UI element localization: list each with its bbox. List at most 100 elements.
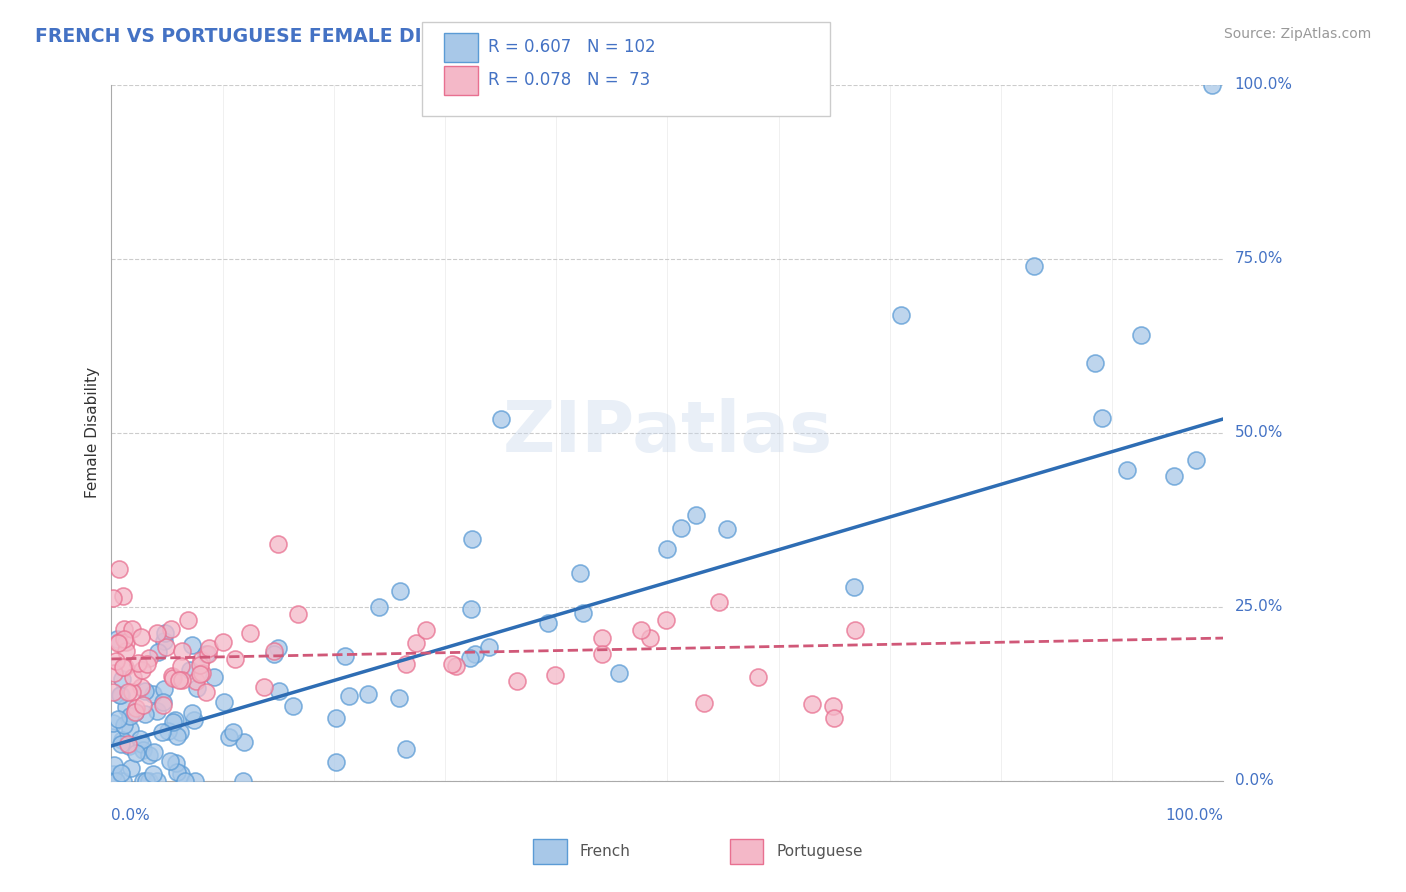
Point bbox=[132, 773, 155, 788]
Point bbox=[707, 595, 730, 609]
Point bbox=[153, 625, 176, 640]
Point bbox=[655, 613, 678, 627]
Point bbox=[103, 665, 125, 680]
Point bbox=[101, 730, 124, 744]
Point bbox=[177, 613, 200, 627]
Point bbox=[194, 685, 217, 699]
Point bbox=[233, 735, 256, 749]
Point bbox=[108, 689, 131, 703]
Point bbox=[127, 656, 149, 670]
Point bbox=[325, 755, 347, 769]
Text: ZIPatlas: ZIPatlas bbox=[502, 399, 832, 467]
Point bbox=[823, 699, 845, 714]
Point bbox=[114, 659, 136, 673]
Point bbox=[155, 640, 177, 654]
Point bbox=[440, 657, 463, 671]
Point bbox=[162, 669, 184, 683]
Point bbox=[121, 685, 143, 699]
Point bbox=[281, 698, 304, 713]
Point bbox=[167, 673, 190, 688]
Point bbox=[1163, 468, 1185, 483]
Text: French: French bbox=[579, 845, 630, 859]
Point bbox=[105, 632, 128, 646]
Point bbox=[117, 684, 139, 698]
Point bbox=[184, 674, 207, 689]
Point bbox=[387, 691, 409, 706]
Point bbox=[844, 580, 866, 594]
Point bbox=[146, 773, 169, 788]
Point bbox=[115, 635, 138, 649]
Point bbox=[591, 647, 613, 661]
Point bbox=[263, 644, 285, 658]
Point bbox=[135, 657, 157, 672]
Point bbox=[395, 742, 418, 756]
Point bbox=[105, 773, 128, 788]
Point bbox=[489, 412, 512, 426]
Point bbox=[110, 733, 132, 747]
Point bbox=[173, 773, 195, 788]
Point bbox=[1201, 78, 1223, 92]
Point bbox=[132, 698, 155, 713]
Point bbox=[148, 645, 170, 659]
Point bbox=[415, 623, 437, 637]
Point bbox=[107, 635, 129, 649]
Point bbox=[218, 730, 240, 744]
Text: 100.0%: 100.0% bbox=[1166, 808, 1223, 823]
Point bbox=[388, 584, 411, 599]
Point bbox=[693, 696, 716, 710]
Point bbox=[890, 308, 912, 322]
Point bbox=[506, 674, 529, 689]
Text: FRENCH VS PORTUGUESE FEMALE DISABILITY CORRELATION CHART: FRENCH VS PORTUGUESE FEMALE DISABILITY C… bbox=[35, 27, 748, 45]
Point bbox=[160, 622, 183, 636]
Point bbox=[152, 695, 174, 709]
Point bbox=[124, 705, 146, 719]
Point bbox=[120, 709, 142, 723]
Point bbox=[356, 687, 378, 701]
Y-axis label: Female Disability: Female Disability bbox=[86, 368, 100, 499]
Point bbox=[191, 665, 214, 680]
Point bbox=[110, 737, 132, 751]
Point bbox=[267, 684, 290, 698]
Point bbox=[183, 713, 205, 727]
Text: 75.0%: 75.0% bbox=[1234, 252, 1282, 267]
Point bbox=[1091, 411, 1114, 425]
Point bbox=[685, 508, 707, 522]
Point bbox=[138, 747, 160, 762]
Point bbox=[267, 640, 290, 655]
Point bbox=[537, 615, 560, 630]
Point bbox=[221, 724, 243, 739]
Point bbox=[131, 737, 153, 751]
Point bbox=[180, 706, 202, 720]
Point bbox=[150, 725, 173, 739]
Point bbox=[183, 773, 205, 788]
Point bbox=[152, 698, 174, 713]
Point bbox=[405, 636, 427, 650]
Point bbox=[194, 648, 217, 662]
Point bbox=[125, 701, 148, 715]
Point bbox=[325, 711, 347, 725]
Point bbox=[145, 705, 167, 719]
Point bbox=[153, 681, 176, 696]
Point bbox=[460, 602, 482, 616]
Point bbox=[122, 670, 145, 684]
Point bbox=[162, 715, 184, 730]
Point bbox=[188, 658, 211, 673]
Point bbox=[267, 537, 290, 551]
Point bbox=[263, 647, 285, 661]
Text: Source: ZipAtlas.com: Source: ZipAtlas.com bbox=[1223, 27, 1371, 41]
Point bbox=[103, 757, 125, 772]
Point bbox=[197, 647, 219, 661]
Point bbox=[179, 663, 201, 677]
Point bbox=[591, 632, 613, 646]
Point bbox=[112, 590, 135, 604]
Point bbox=[716, 523, 738, 537]
Point bbox=[544, 668, 567, 682]
Point bbox=[121, 622, 143, 636]
Point bbox=[117, 737, 139, 751]
Point bbox=[461, 532, 484, 546]
Point bbox=[111, 773, 134, 788]
Point bbox=[110, 689, 132, 703]
Point bbox=[129, 631, 152, 645]
Point bbox=[104, 654, 127, 668]
Point bbox=[124, 747, 146, 761]
